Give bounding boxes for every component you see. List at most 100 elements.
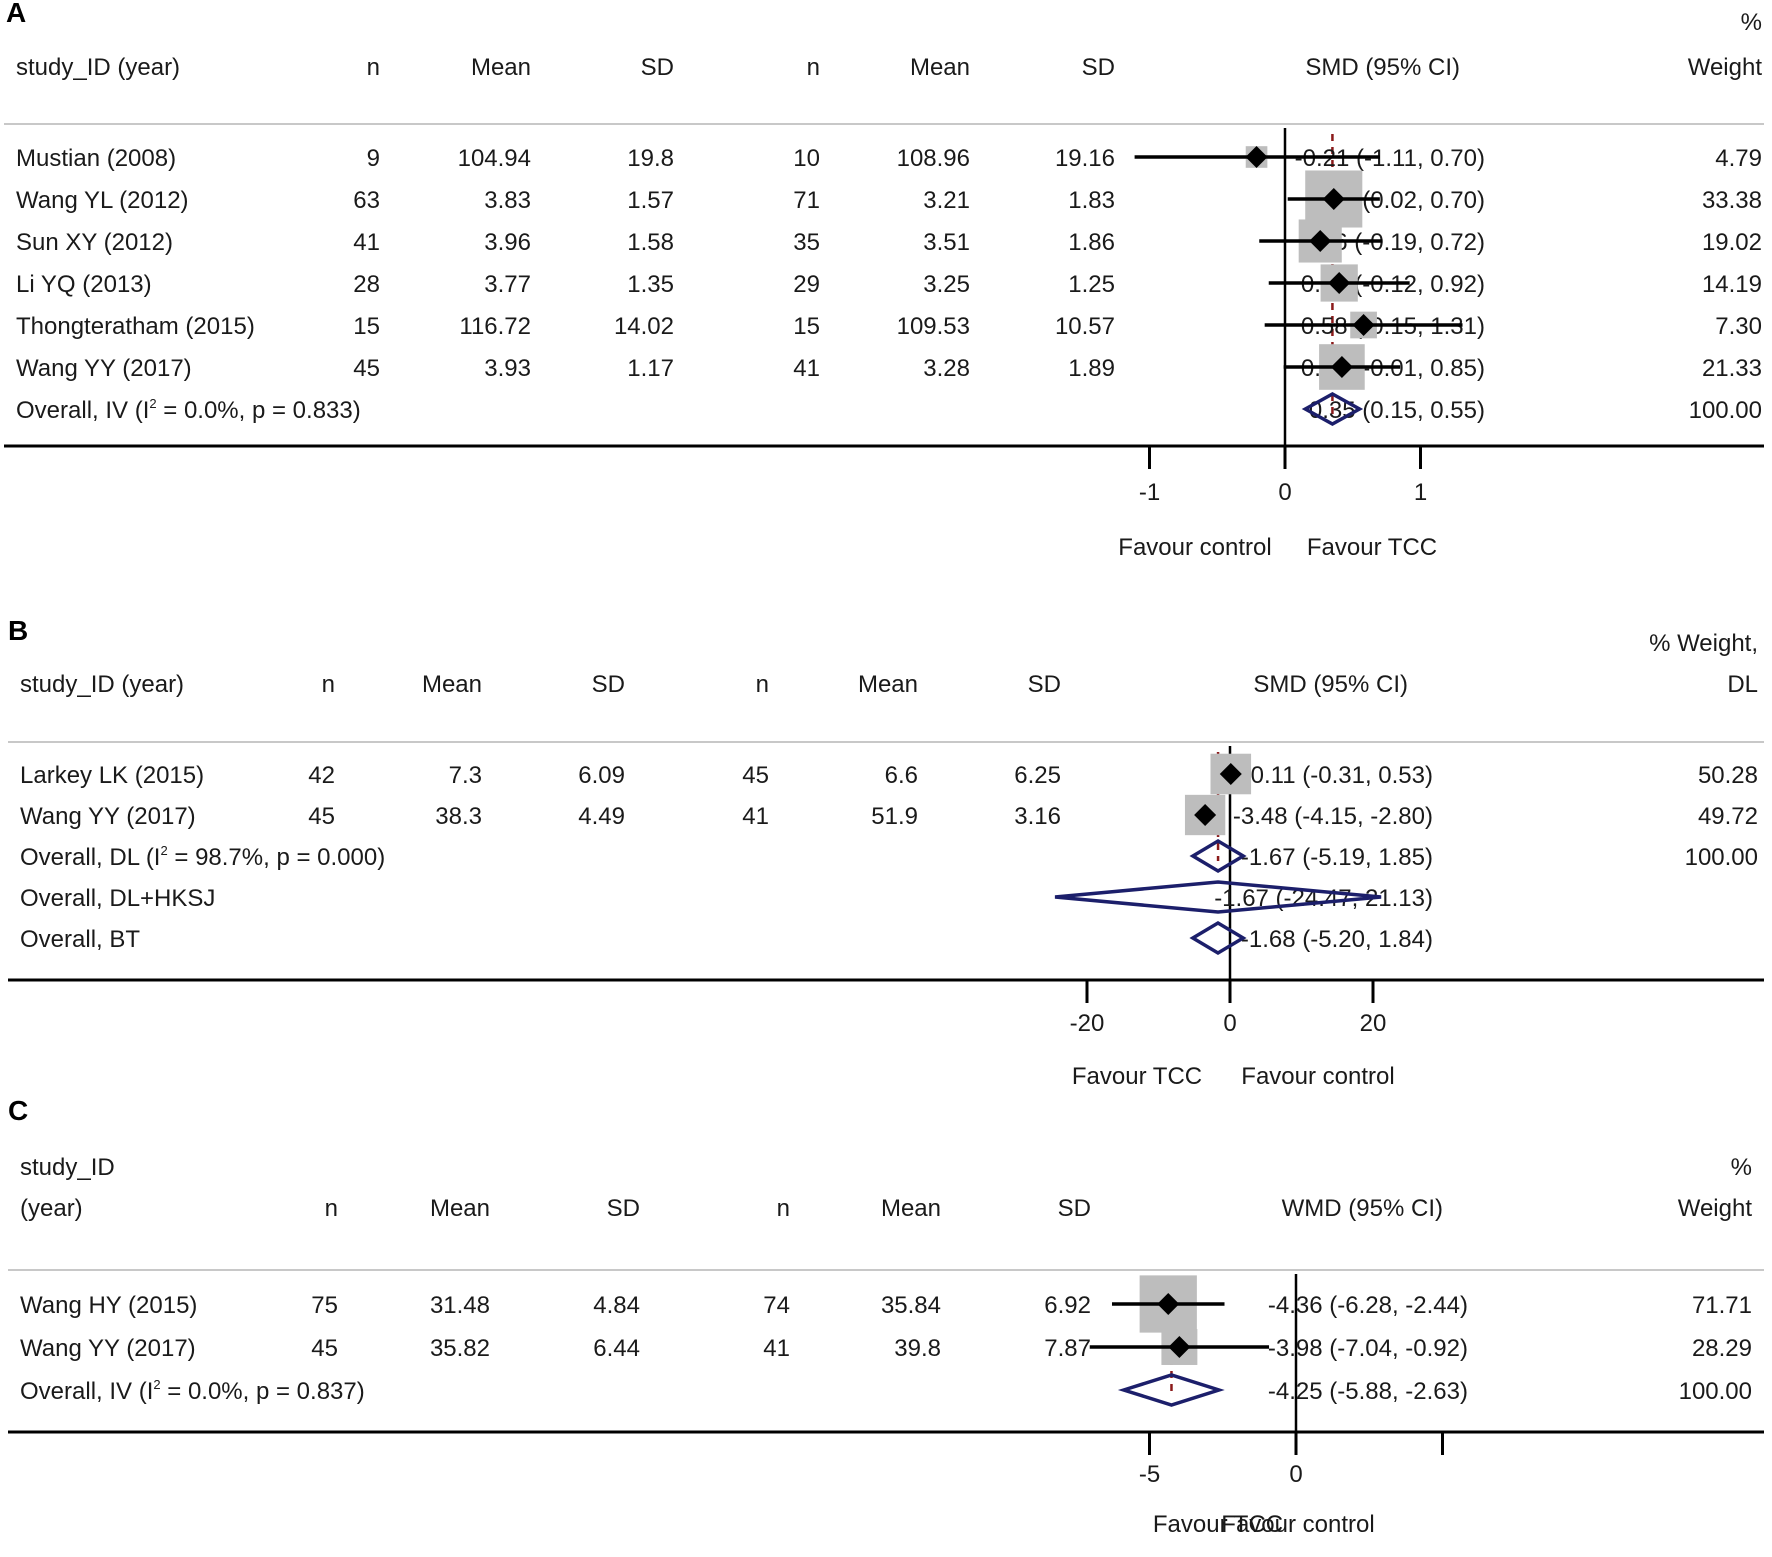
header-effect: SMD (95% CI) (1305, 54, 1460, 81)
cell-value: 108.96 (897, 145, 970, 172)
cell-value: 35.82 (430, 1335, 490, 1362)
cell-value: 3.16 (1014, 803, 1061, 830)
header-col-sd: SD (1028, 671, 1061, 698)
effect-ci: -3.48 (-4.15, -2.80) (1233, 803, 1433, 830)
header-effect: WMD (95% CI) (1282, 1195, 1443, 1222)
favour-right-label: Favour TCC (1307, 534, 1437, 561)
weight-value: 21.33 (1702, 355, 1762, 382)
cell-value: 1.17 (627, 355, 674, 382)
axis-tick-label: 20 (1360, 1010, 1387, 1037)
overall-label-prefix: Overall, DL+HKSJ (20, 885, 215, 912)
cell-value: 31.48 (430, 1292, 490, 1319)
cell-value: 1.86 (1068, 229, 1115, 256)
header-col-n: n (777, 1195, 790, 1222)
cell-value: 7.87 (1044, 1335, 1091, 1362)
overall-label: Overall, DL+HKSJ (20, 885, 215, 912)
cell-value: 3.28 (923, 355, 970, 382)
cell-value: 41 (742, 803, 769, 830)
favour-right-label: Favour control (1221, 1511, 1374, 1538)
overall-diamond (1301, 391, 1364, 427)
cell-value: 45 (311, 1335, 338, 1362)
weight-value: 28.29 (1692, 1335, 1752, 1362)
favour-left-label: Favour TCC (1153, 1511, 1283, 1538)
cell-value: 6.09 (578, 762, 625, 789)
header-col-mean: Mean (471, 54, 531, 81)
favour-left-label: Favour TCC (1072, 1063, 1202, 1090)
overall-weight: 100.00 (1685, 844, 1758, 871)
header-col-sd: SD (1082, 54, 1115, 81)
point-estimate-marker (1157, 1293, 1180, 1315)
overall-label-suffix: = 0.0%, p = 0.833) (157, 397, 361, 424)
cell-value: 35.84 (881, 1292, 941, 1319)
header-col-n: n (325, 1195, 338, 1222)
overall-label: Overall, IV (I2 = 0.0%, p = 0.833) (16, 396, 361, 424)
cell-value: 109.53 (897, 313, 970, 340)
cell-value: 10 (793, 145, 820, 172)
cell-value: 71 (793, 187, 820, 214)
header-study: study_ID (year) (16, 54, 180, 81)
cell-value: 45 (742, 762, 769, 789)
point-estimate-marker (1322, 188, 1345, 210)
weight-value: 19.02 (1702, 229, 1762, 256)
effect-ci: -3.98 (-7.04, -0.92) (1268, 1335, 1468, 1362)
axis-tick-label: 0 (1289, 1461, 1302, 1488)
axis-tick-label: -1 (1139, 479, 1160, 506)
superscript-two: 2 (149, 396, 156, 411)
study-label: Wang YY (2017) (20, 1335, 196, 1362)
overall-label-prefix: Overall, IV (I (20, 1378, 153, 1405)
point-estimate-marker (1309, 230, 1332, 252)
header-weight-1: % (1731, 1154, 1752, 1181)
cell-value: 1.58 (627, 229, 674, 256)
study-label: Thongteratham (2015) (16, 313, 255, 340)
cell-value: 3.83 (484, 187, 531, 214)
study-label: Wang YY (2017) (16, 355, 192, 382)
cell-value: 42 (308, 762, 335, 789)
header-weight-1: % Weight, (1649, 630, 1758, 657)
header-study: study_ID (20, 1154, 115, 1181)
header-col-mean: Mean (422, 671, 482, 698)
overall-diamond (1189, 920, 1247, 956)
study-label: Wang YL (2012) (16, 187, 189, 214)
cell-value: 41 (763, 1335, 790, 1362)
point-estimate-marker (1219, 763, 1242, 785)
cell-value: 19.16 (1055, 145, 1115, 172)
cell-value: 3.77 (484, 271, 531, 298)
cell-value: 104.94 (458, 145, 531, 172)
overall-effect-ci: -1.68 (-5.20, 1.84) (1241, 926, 1433, 953)
header-weight-2: Weight (1688, 54, 1763, 81)
cell-value: 14.02 (614, 313, 674, 340)
axis-tick-label: 0 (1278, 479, 1291, 506)
cell-value: 51.9 (871, 803, 918, 830)
weight-value: 71.71 (1692, 1292, 1752, 1319)
overall-label: Overall, DL (I2 = 98.7%, p = 0.000) (20, 843, 385, 871)
point-estimate-marker (1194, 804, 1217, 826)
cell-value: 28 (353, 271, 380, 298)
cell-value: 10.57 (1055, 313, 1115, 340)
cell-value: 6.44 (593, 1335, 640, 1362)
panel-letter: A (6, 0, 26, 28)
cell-value: 6.25 (1014, 762, 1061, 789)
header-weight-2: Weight (1678, 1195, 1753, 1222)
header-col-sd: SD (641, 54, 674, 81)
favour-left-label: Favour control (1118, 534, 1271, 561)
cell-value: 116.72 (459, 313, 531, 340)
cell-value: 41 (793, 355, 820, 382)
cell-value: 19.8 (627, 145, 674, 172)
cell-value: 35 (793, 229, 820, 256)
cell-value: 75 (311, 1292, 338, 1319)
overall-diamond (1189, 838, 1247, 874)
cell-value: 6.92 (1044, 1292, 1091, 1319)
header-col-n: n (807, 54, 820, 81)
header-col-sd: SD (592, 671, 625, 698)
overall-label: Overall, IV (I2 = 0.0%, p = 0.837) (20, 1377, 365, 1405)
weight-value: 49.72 (1698, 803, 1758, 830)
weight-value: 14.19 (1702, 271, 1762, 298)
cell-value: 4.49 (578, 803, 625, 830)
overall-label: Overall, BT (20, 926, 140, 953)
header-col-mean: Mean (910, 54, 970, 81)
cell-value: 45 (308, 803, 335, 830)
study-label: Wang YY (2017) (20, 803, 196, 830)
point-estimate-marker (1330, 356, 1353, 378)
